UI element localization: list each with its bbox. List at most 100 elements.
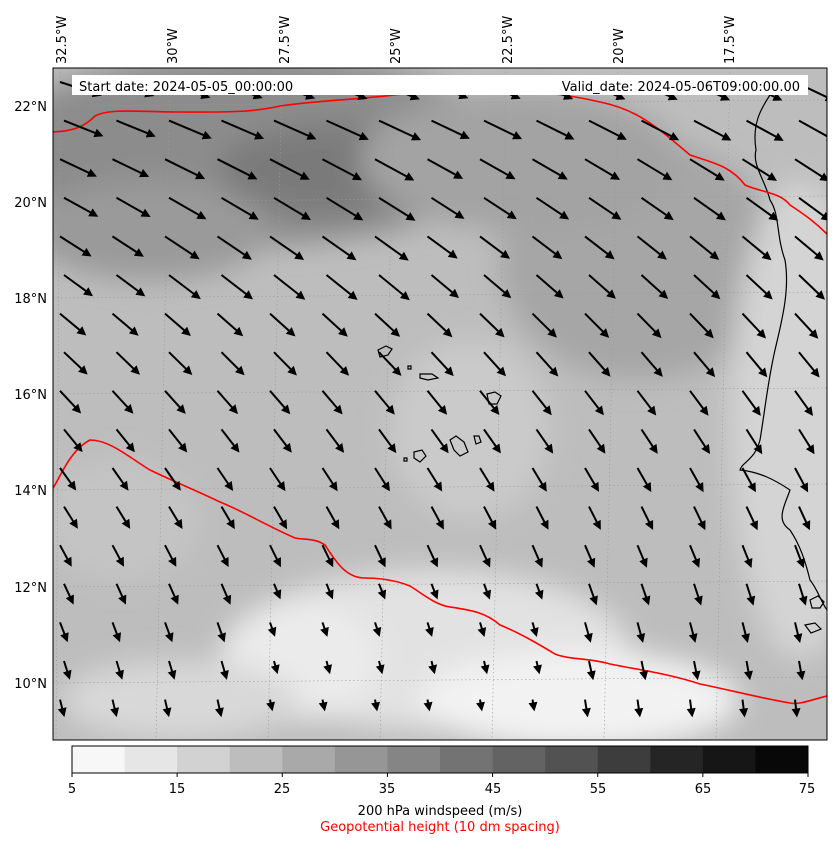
- wind-arrow-head: [174, 518, 183, 529]
- windspeed-field: [53, 68, 827, 740]
- wind-arrow-shaft: [794, 158, 825, 179]
- wind-arrow-shaft: [636, 235, 663, 257]
- wind-arrow-head: [270, 664, 280, 675]
- wind-arrow-shaft: [325, 506, 338, 525]
- wind-arrow-shaft: [535, 428, 551, 450]
- wind-arrow-head: [168, 556, 177, 567]
- wind-arrow-head: [272, 557, 281, 568]
- wind-arrow-shaft: [427, 158, 459, 177]
- map-frame: [52, 67, 828, 741]
- colorbar-segment: [334, 746, 388, 773]
- wind-arrow-head: [278, 519, 288, 530]
- wind-arrow-head: [139, 169, 150, 178]
- wind-arrow-head: [338, 327, 348, 337]
- wind-arrow-head: [761, 251, 772, 261]
- wind-arrow-shaft: [798, 119, 827, 138]
- wind-arrow-shaft: [273, 119, 312, 138]
- wind-arrow-head: [691, 670, 701, 681]
- wind-arrow-shaft: [269, 544, 280, 563]
- wind-arrow-shaft: [636, 312, 659, 335]
- wind-arrow-shaft: [216, 467, 231, 487]
- wind-arrow-shaft: [164, 390, 183, 411]
- wind-arrow-head: [190, 290, 201, 300]
- wind-arrow-head: [230, 442, 240, 453]
- wind-arrow-head: [710, 289, 721, 300]
- wind-vectors: [57, 81, 827, 718]
- wind-arrow-head: [610, 171, 621, 180]
- coastline: [377, 94, 827, 634]
- wind-arrow-head: [601, 367, 611, 377]
- wind-arrow-head: [195, 171, 206, 180]
- wind-arrow-head: [267, 626, 277, 637]
- wind-arrow-shaft: [111, 312, 135, 333]
- wind-arrow-head: [346, 251, 357, 261]
- wind-arrow-head: [78, 365, 88, 375]
- wind-arrow-shaft: [426, 467, 440, 487]
- wind-arrow-head: [121, 518, 131, 529]
- wind-arrow-shaft: [640, 351, 660, 374]
- wind-arrow-shaft: [59, 235, 88, 255]
- colorbar-tick: 65: [695, 782, 712, 797]
- wind-arrow-head: [71, 403, 82, 414]
- wind-arrow-shaft: [794, 390, 811, 412]
- wind-arrow-shaft: [531, 158, 564, 178]
- wind-arrow-head: [799, 482, 809, 493]
- wind-arrow-head: [758, 367, 768, 378]
- wind-arrow-head: [377, 589, 387, 600]
- wind-arrow-head: [557, 171, 568, 180]
- wind-arrow-head: [423, 701, 433, 712]
- wind-arrow-head: [808, 329, 819, 339]
- wind-arrow-shaft: [115, 274, 142, 294]
- wind-arrow-shaft: [216, 235, 248, 258]
- wind-arrow-shaft: [59, 390, 78, 410]
- wind-arrow-shaft: [269, 467, 283, 487]
- wind-arrow-head: [63, 556, 72, 567]
- colorbar-segment: [545, 746, 599, 773]
- wind-arrow-head: [552, 250, 563, 260]
- wind-arrow-shaft: [483, 119, 518, 138]
- wind-arrow-head: [553, 289, 564, 299]
- colorbar: [71, 745, 809, 777]
- wind-arrow-shaft: [168, 351, 189, 372]
- wind-arrow-shaft: [426, 544, 437, 563]
- wind-arrow-head: [430, 589, 439, 600]
- wind-arrow-head: [548, 366, 559, 377]
- wind-arrow-head: [282, 442, 292, 453]
- wind-arrow-head: [437, 405, 448, 415]
- wind-arrow-head: [802, 520, 811, 531]
- wind-arrow-head: [323, 664, 332, 675]
- wind-arrow-shaft: [269, 235, 300, 258]
- wind-arrow-shaft: [220, 351, 242, 372]
- wind-arrow-head: [140, 208, 151, 217]
- wind-arrow-shaft: [115, 351, 137, 372]
- wind-arrow-head: [512, 131, 523, 140]
- wind-arrow-head: [815, 290, 825, 300]
- wind-arrow-head: [490, 405, 500, 415]
- wind-arrow-shaft: [636, 544, 646, 563]
- wind-arrow-head: [477, 627, 487, 637]
- wind-arrow-head: [162, 707, 172, 718]
- wind-arrow-head: [563, 91, 574, 100]
- lat-label: 18°N: [14, 292, 47, 307]
- wind-arrow-head: [294, 251, 305, 260]
- wind-arrow-head: [716, 211, 726, 221]
- wind-arrow-head: [135, 287, 146, 297]
- wind-arrow-shaft: [741, 544, 751, 563]
- wind-arrow-head: [306, 131, 317, 140]
- wind-arrow-shaft: [794, 467, 807, 488]
- wind-arrow-head: [81, 247, 92, 257]
- wind-arrow-head: [584, 632, 593, 643]
- wind-arrow-head: [435, 519, 444, 530]
- lat-label: 16°N: [14, 388, 47, 403]
- wind-arrow-shaft: [479, 544, 489, 563]
- wind-arrow-head: [581, 707, 591, 718]
- wind-arrow-head: [772, 92, 783, 101]
- wind-arrow-head: [400, 291, 410, 301]
- valid-date-label: Valid_date: 2024-05-06T09:00:00.00: [562, 80, 800, 95]
- wind-arrow-head: [768, 211, 779, 221]
- wind-arrow-head: [133, 248, 144, 257]
- wind-arrow-head: [254, 131, 265, 140]
- wind-arrow-head: [83, 287, 93, 297]
- wind-arrow-shaft: [111, 235, 140, 255]
- wind-arrow-head: [429, 557, 439, 568]
